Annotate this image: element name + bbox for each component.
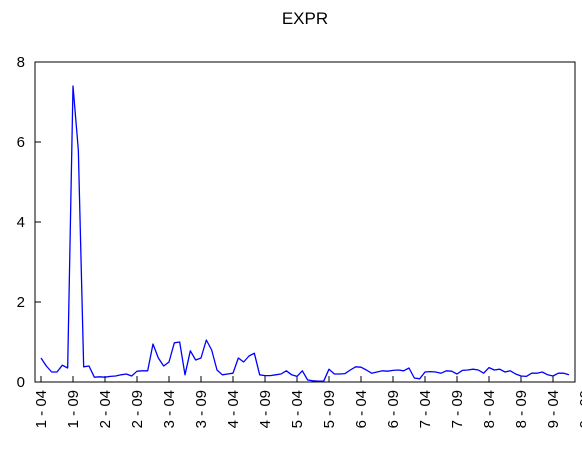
x-tick-label: 1 - 04 <box>33 390 50 428</box>
x-tick-label: 2 - 04 <box>97 390 114 428</box>
x-tick-label: 9 - 09 <box>577 390 582 428</box>
x-tick-label: 8 - 04 <box>481 390 498 428</box>
x-tick-label: 6 - 09 <box>385 390 402 428</box>
y-axis: 0 2 4 6 8 <box>17 54 41 391</box>
x-tick-label: 6 - 04 <box>353 390 370 428</box>
series-layer <box>40 85 570 382</box>
x-tick-label: 9 - 04 <box>545 390 562 428</box>
x-tick-label: 5 - 04 <box>289 390 306 428</box>
x-tick-label: 7 - 04 <box>417 390 434 428</box>
x-tick-label: 2 - 09 <box>129 390 146 428</box>
x-axis: 1 - 04 1 - 09 2 - 04 2 - 09 3 - 04 3 - 09 4 - … <box>33 376 582 428</box>
plot-frame <box>34 61 576 383</box>
x-tick-label: 3 - 09 <box>193 390 210 428</box>
x-tick-label: 4 - 09 <box>257 390 274 428</box>
series-line-expr <box>40 85 570 382</box>
x-tick-label: 8 - 09 <box>513 390 530 428</box>
x-tick-label: 3 - 04 <box>161 390 178 428</box>
y-tick-label: 4 <box>17 214 25 231</box>
y-tick-label: 0 <box>17 374 25 391</box>
y-tick-label: 2 <box>17 294 25 311</box>
x-tick-label: 7 - 09 <box>449 390 466 428</box>
y-tick-label: 8 <box>17 54 25 71</box>
x-tick-label: 4 - 04 <box>225 390 242 428</box>
y-tick-label: 6 <box>17 134 25 151</box>
x-tick-label: 1 - 09 <box>65 390 82 428</box>
x-tick-label: 5 - 09 <box>321 390 338 428</box>
chart-title: EXPR <box>281 9 329 28</box>
